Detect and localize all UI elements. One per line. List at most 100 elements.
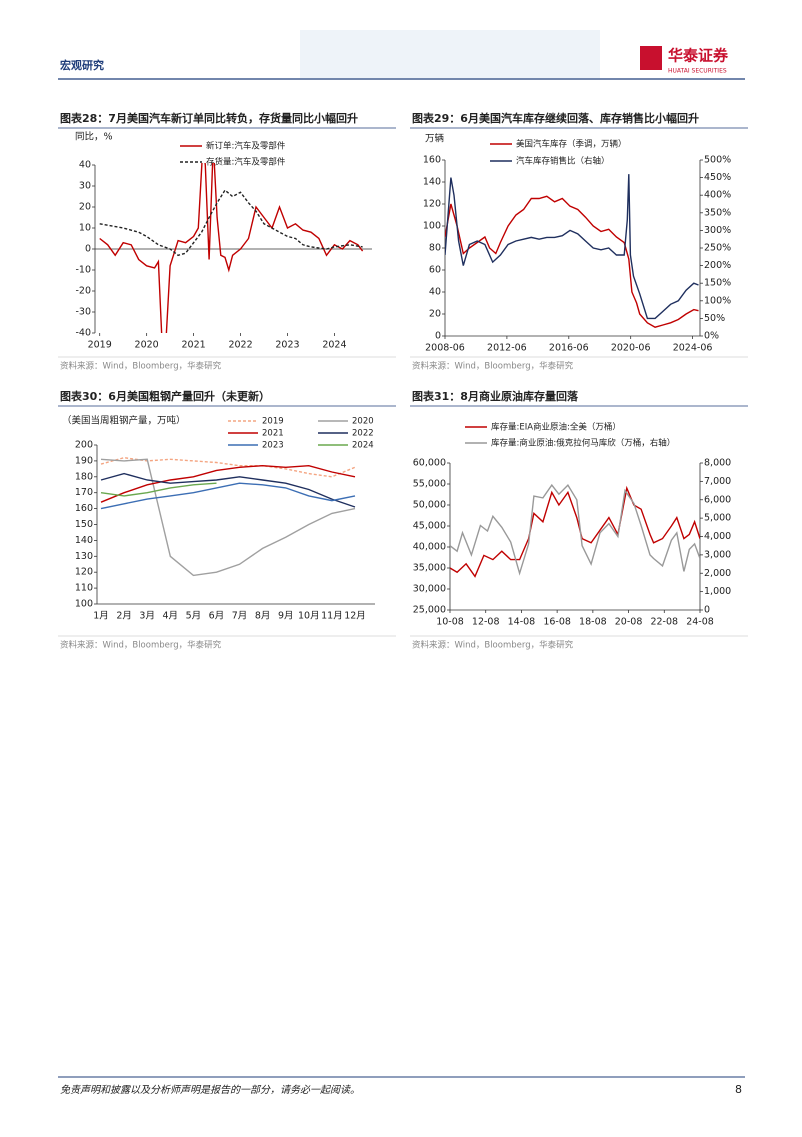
x-tick-label: 2016-06 (549, 343, 589, 354)
x-tick-label: 14-08 (508, 617, 536, 628)
y-tick-label: 150 (75, 519, 93, 530)
y2-tick-label: 6,000 (704, 494, 731, 505)
series-line (445, 174, 699, 320)
x-tick-label: 11月 (321, 611, 343, 622)
series-line (100, 464, 356, 503)
x-tick-label: 12-08 (472, 617, 500, 628)
y-tick-label: 140 (75, 535, 93, 546)
y2-tick-label: 300% (704, 225, 731, 236)
y-tick-label: 20 (429, 309, 441, 320)
logo-cn: 华泰证券 (668, 47, 729, 65)
y2-tick-label: 350% (704, 207, 731, 218)
series-line (100, 458, 356, 577)
series-line (99, 163, 364, 333)
x-tick-label: 2024 (322, 340, 346, 351)
y2-tick-label: 150% (704, 278, 731, 289)
y-axis-label: 万辆 (425, 133, 445, 145)
y-tick-label: 170 (75, 487, 93, 498)
legend-label: 汽车库存销售比（右轴） (516, 156, 610, 167)
series-line (445, 195, 699, 328)
legend-label: 新订单:汽车及零部件 (206, 141, 286, 152)
y-tick-label: 50,000 (413, 500, 446, 511)
y-tick-label: 45,000 (413, 521, 446, 532)
y-tick-label: 190 (75, 455, 93, 466)
y-tick-label: 35,000 (413, 563, 446, 574)
x-tick-label: 2020-06 (611, 343, 651, 354)
y-tick-label: 60,000 (413, 458, 446, 469)
y-tick-label: 60 (429, 265, 441, 276)
y-tick-label: 10 (79, 223, 91, 234)
figure-title: 图表29：6月美国汽车库存继续回落、库存销售比小幅回升 (412, 111, 699, 125)
x-tick-label: 7月 (232, 611, 248, 622)
series-line (450, 483, 700, 576)
y2-tick-label: 4,000 (704, 531, 731, 542)
y-tick-label: -20 (75, 286, 91, 297)
disclaimer: 免责声明和披露以及分析师声明是报告的一部分，请务必一起阅读。 (60, 1084, 360, 1096)
y2-tick-label: 50% (704, 313, 725, 324)
x-tick-label: 10-08 (436, 617, 464, 628)
legend-label: 2020 (352, 417, 374, 427)
y-tick-label: 130 (75, 551, 93, 562)
legend-label: 库存量:商业原油:俄克拉何马库欣（万桶，右轴） (491, 438, 675, 449)
x-tick-label: 2012-06 (487, 343, 527, 354)
section-name: 宏观研究 (60, 58, 104, 72)
logo-en: HUATAI SECURITIES (668, 68, 727, 75)
series-line (100, 482, 356, 510)
y2-tick-label: 8,000 (704, 458, 731, 469)
x-tick-label: 3月 (139, 611, 155, 622)
figure-title: 图表30：6月美国粗钢产量回升（未更新） (60, 389, 270, 403)
source: 资料来源：Wind，Bloomberg，华泰研究 (60, 361, 222, 372)
x-tick-label: 2020 (135, 340, 159, 351)
x-tick-label: 2008-06 (425, 343, 465, 354)
series-line (99, 189, 363, 257)
y2-tick-label: 450% (704, 172, 731, 183)
x-tick-label: 6月 (209, 611, 225, 622)
y-axis-label: 同比，% (75, 131, 113, 143)
legend-label: 2019 (262, 417, 284, 427)
y-tick-label: -10 (75, 265, 91, 276)
y-tick-label: 40 (79, 160, 91, 171)
y-tick-label: 140 (423, 177, 441, 188)
x-tick-label: 12月 (344, 611, 366, 622)
y-tick-label: 20 (79, 202, 91, 213)
y-tick-label: 80 (429, 243, 441, 254)
legend-label: 2021 (262, 429, 284, 439)
legend-label: 2023 (262, 441, 284, 451)
x-tick-label: 20-08 (615, 617, 643, 628)
y2-tick-label: 0 (704, 605, 710, 616)
x-tick-label: 8月 (255, 611, 271, 622)
x-tick-label: 2019 (88, 340, 112, 351)
legend-label: 美国汽车库存（季调，万辆） (516, 139, 627, 150)
y-tick-label: 0 (435, 331, 441, 342)
y-tick-label: 40 (429, 287, 441, 298)
x-tick-label: 5月 (186, 611, 202, 622)
source: 资料来源：Wind，Bloomberg，华泰研究 (60, 640, 222, 651)
y2-tick-label: 100% (704, 295, 731, 306)
y2-tick-label: 250% (704, 243, 731, 254)
y-tick-label: 30 (79, 181, 91, 192)
figure-title: 图表31：8月商业原油库存量回落 (412, 389, 579, 403)
y-tick-label: 25,000 (413, 605, 446, 616)
y2-tick-label: 1,000 (704, 586, 731, 597)
y-tick-label: 55,000 (413, 479, 446, 490)
y2-tick-label: 7,000 (704, 476, 731, 487)
x-tick-label: 10月 (298, 611, 320, 622)
series-line (100, 472, 356, 508)
y2-tick-label: 5,000 (704, 513, 731, 524)
y-tick-label: 180 (75, 471, 93, 482)
series-line (450, 485, 700, 578)
y-tick-label: 40,000 (413, 542, 446, 553)
x-tick-label: 2021 (181, 340, 205, 351)
x-tick-label: 2023 (275, 340, 299, 351)
header-banner (300, 30, 600, 78)
y-tick-label: 100 (423, 221, 441, 232)
source: 资料来源：Wind，Bloomberg，华泰研究 (412, 361, 574, 372)
y-tick-label: 120 (75, 567, 93, 578)
x-tick-label: 9月 (278, 611, 294, 622)
y-tick-label: -30 (75, 307, 91, 318)
series-line (100, 482, 217, 497)
source: 资料来源：Wind，Bloomberg，华泰研究 (412, 640, 574, 651)
y2-tick-label: 3,000 (704, 549, 731, 560)
